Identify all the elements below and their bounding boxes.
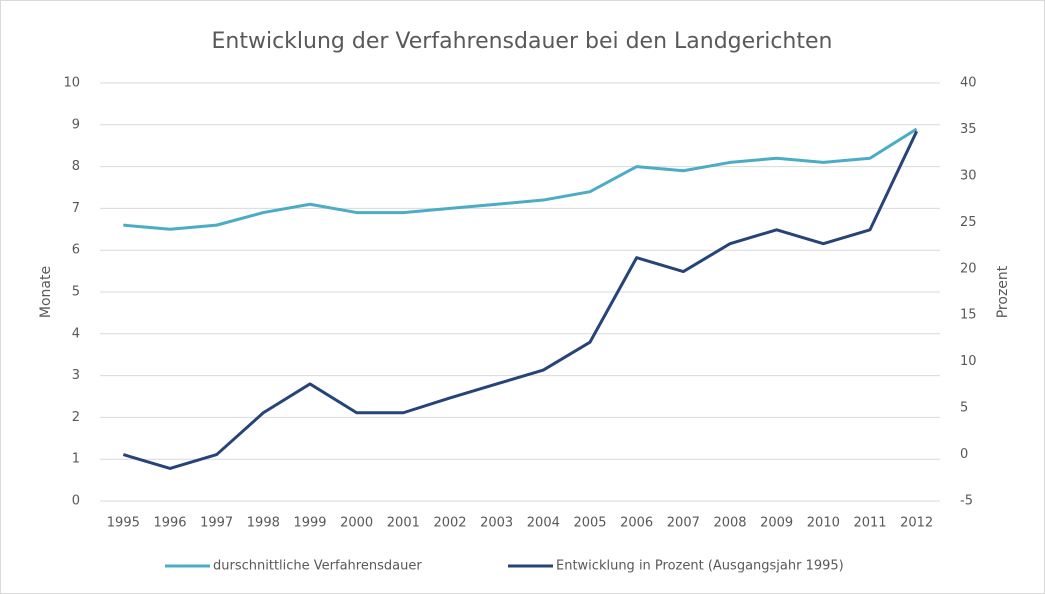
x-tick-label: 2006 (620, 516, 653, 531)
x-tick-label: 2010 (807, 516, 840, 531)
x-tick-label: 2004 (527, 516, 560, 531)
x-tick-label: 2001 (387, 516, 420, 531)
y-tick-label: 10 (63, 76, 80, 91)
x-tick-label: 2011 (853, 516, 886, 531)
x-tick-label: 2008 (713, 516, 746, 531)
x-tick-label: 2012 (900, 516, 933, 531)
x-tick-label: 1995 (107, 516, 140, 531)
y2-axis-label: Prozent (995, 265, 1011, 318)
x-tick-label: 1998 (247, 516, 280, 531)
x-tick-label: 1996 (153, 516, 186, 531)
y-tick-label: 2 (72, 410, 80, 425)
y2-tick-label: 20 (960, 261, 977, 276)
y2-tick-label: 15 (960, 308, 977, 323)
x-tick-label: 2000 (340, 516, 373, 531)
y2-tick-label: 0 (960, 447, 968, 462)
y2-tick-label: 35 (960, 122, 977, 137)
x-tick-label: 2003 (480, 516, 513, 531)
x-tick-label: 2007 (667, 516, 700, 531)
x-tick-label: 1999 (293, 516, 326, 531)
chart-title: Entwicklung der Verfahrensdauer bei den … (212, 29, 833, 54)
y2-tick-label: 30 (960, 168, 977, 183)
y-axis-label: Monate (38, 266, 54, 318)
x-tick-label: 1997 (200, 516, 233, 531)
legend-label: Entwicklung in Prozent (Ausgangsjahr 199… (556, 559, 844, 574)
series-line (123, 127, 918, 231)
y2-tick-label: 40 (960, 76, 977, 91)
y-tick-label: 6 (72, 243, 80, 258)
y-tick-label: 5 (72, 285, 80, 300)
y-tick-label: 7 (72, 201, 80, 216)
y2-tick-label: -5 (960, 494, 973, 509)
y-tick-label: 8 (72, 159, 80, 174)
series-line (122, 130, 919, 470)
x-tick-label: 2002 (433, 516, 466, 531)
y-tick-label: 4 (72, 326, 80, 341)
x-tick-label: 2005 (573, 516, 606, 531)
y2-tick-label: 5 (960, 401, 968, 416)
y-tick-label: 3 (72, 368, 80, 383)
y-tick-label: 1 (72, 452, 80, 467)
x-tick-label: 2009 (760, 516, 793, 531)
y2-tick-label: 10 (960, 354, 977, 369)
y-tick-label: 9 (72, 117, 80, 132)
y-tick-label: 0 (72, 494, 80, 509)
y2-tick-label: 25 (960, 215, 977, 230)
legend-label: durschnittliche Verfahrensdauer (213, 559, 422, 574)
